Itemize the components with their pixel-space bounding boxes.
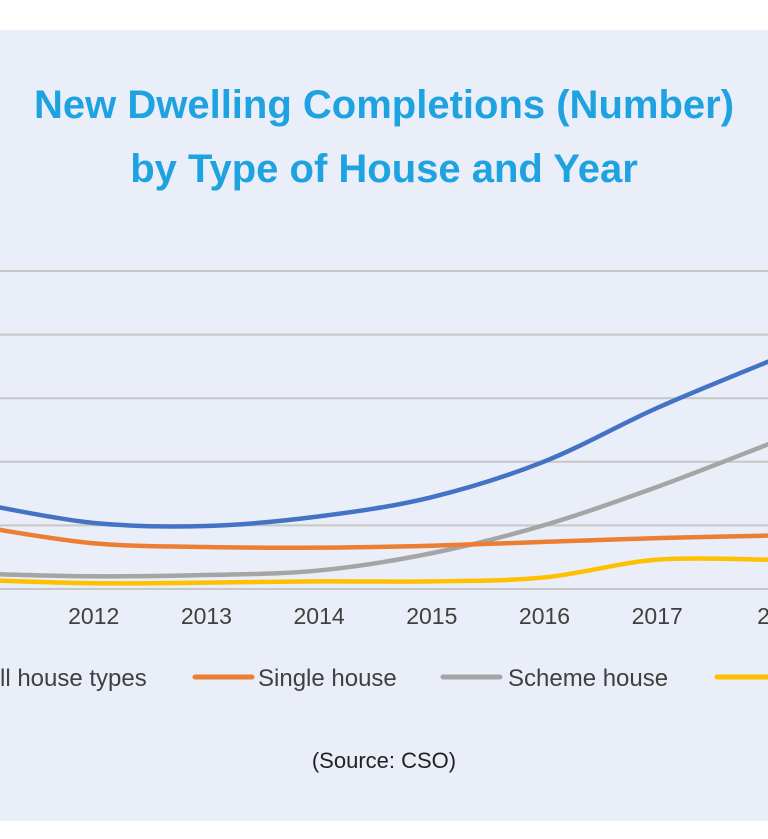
x-tick-label: 2014 <box>294 603 345 629</box>
legend-label-3: Scheme house <box>508 665 668 692</box>
legend-label-2: Single house <box>258 665 397 692</box>
chart-title: New Dwelling Completions (Number) <box>33 83 735 127</box>
chart-subtitle: by Type of House and Year <box>130 147 638 191</box>
series-line-2 <box>0 527 768 551</box>
series-line-3 <box>0 441 768 579</box>
source-note: (Source: CSO) <box>311 748 457 773</box>
series-line-1 <box>0 359 768 529</box>
x-tick-label: 2017 <box>632 603 683 629</box>
series-line-4 <box>0 556 768 586</box>
x-tick-label: 2013 <box>181 603 232 629</box>
x-tick-label: 2015 <box>406 603 457 629</box>
x-tick-label: 2016 <box>519 603 570 629</box>
x-tick-label: 2012 <box>68 603 119 629</box>
x-tick-label: 20 <box>757 603 768 629</box>
chart-background <box>0 30 768 821</box>
legend-label-1: ll house types <box>0 665 147 692</box>
